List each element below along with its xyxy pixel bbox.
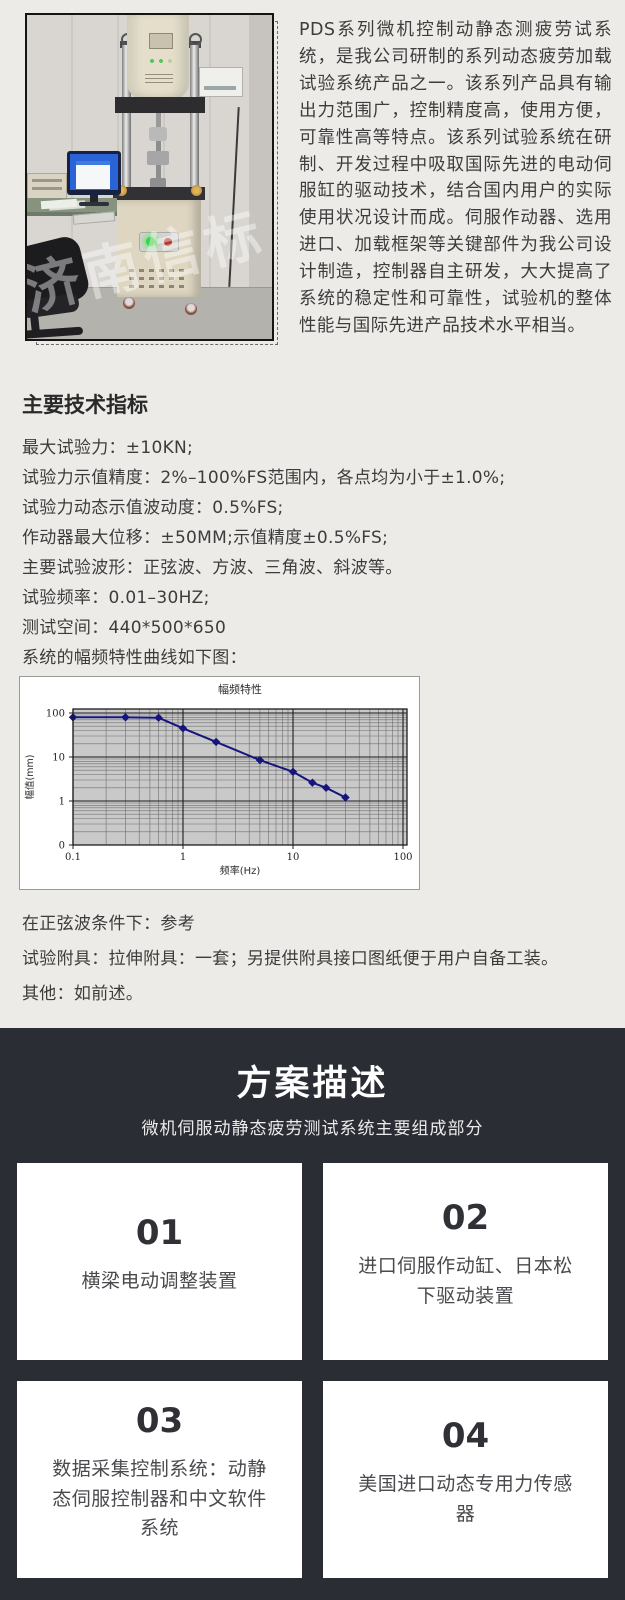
machine-coupler — [149, 127, 167, 141]
machine-rod — [156, 141, 161, 151]
machine-crosshead — [115, 97, 205, 113]
plan-card-03: 03 数据采集控制系统：动静态伺服控制器和中文软件系统 — [17, 1381, 302, 1578]
red-button — [164, 238, 172, 246]
svg-text:频率(Hz): 频率(Hz) — [220, 864, 261, 877]
machine-column — [190, 45, 199, 191]
note-line: 在正弦波条件下：参考 — [22, 914, 195, 934]
green-indicator — [146, 237, 155, 246]
machine-worktable — [113, 187, 205, 200]
frequency-response-chart: 100 10 1 0 0.1 1 10 100 幅频特性 频率(Hz) 幅值(mm) — [19, 676, 420, 890]
plan-section: 方案描述 微机伺服动静态疲劳测试系统主要组成部分 01 横梁电动调整装置 02 … — [0, 1028, 625, 1600]
spec-item: 作动器最大位移：±50MM;示值精度±0.5%FS; — [22, 528, 389, 548]
card-text: 进口伺服作动缸、日本松下驱动装置 — [358, 1255, 573, 1307]
product-intro-section: 济南信标 PDS系列微机控制动静态测疲劳试系统，是我公司研制的系列动态疲劳加载试… — [0, 0, 625, 1012]
svg-text:1: 1 — [180, 852, 186, 863]
spec-item: 试验频率：0.01–30HZ; — [22, 588, 210, 608]
machine-load-cell — [147, 151, 169, 165]
spec-item: 系统的幅频特性曲线如下图： — [22, 648, 247, 668]
product-photo: 济南信标 — [25, 13, 278, 349]
machine-rod — [156, 165, 161, 178]
card-text: 数据采集控制系统：动静态伺服控制器和中文软件系统 — [52, 1458, 267, 1540]
hero-row: 济南信标 PDS系列微机控制动静态测疲劳试系统，是我公司研制的系列动态疲劳加载试… — [0, 0, 625, 349]
machine-upper-housing — [127, 15, 189, 99]
card-number: 01 — [135, 1212, 184, 1253]
monitor-screen — [70, 154, 118, 190]
notes-block: 在正弦波条件下：参考 试验附具：拉伸附具：一套；另提供附具接口图纸便于用户自备工… — [22, 907, 605, 1012]
svg-text:幅频特性: 幅频特性 — [218, 682, 262, 696]
spec-item: 最大试验力：±10KN; — [22, 438, 194, 458]
svg-text:10: 10 — [52, 753, 65, 764]
machine-cabinet — [117, 200, 201, 297]
machine-rod — [156, 113, 161, 129]
plan-card-01: 01 横梁电动调整装置 — [17, 1163, 302, 1360]
svg-text:100: 100 — [393, 852, 412, 863]
svg-text:1: 1 — [59, 797, 65, 808]
computer-monitor — [67, 151, 121, 206]
photo-wall-right — [249, 15, 272, 287]
machine-foot — [123, 297, 135, 309]
plan-card-02: 02 进口伺服作动缸、日本松下驱动装置 — [323, 1163, 608, 1360]
specs-heading: 主要技术指标 — [22, 393, 148, 417]
photo-electrical-box — [199, 67, 243, 97]
spec-item: 试验力示值精度：2%–100%FS范围内，各点均为小于±1.0%; — [22, 468, 506, 488]
svg-text:10: 10 — [287, 852, 300, 863]
machine-nut — [191, 185, 202, 196]
specs-block: 主要技术指标 最大试验力：±10KN; 试验力示值精度：2%–100%FS范围内… — [22, 389, 605, 673]
machine-nut — [116, 185, 127, 196]
plan-title: 方案描述 — [236, 1064, 389, 1104]
spec-item: 试验力动态示值波动度：0.5%FS; — [22, 498, 284, 518]
card-text: 横梁电动调整装置 — [81, 1269, 238, 1292]
svg-text:100: 100 — [46, 709, 65, 720]
note-line: 试验附具：拉伸附具：一套；另提供附具接口图纸便于用户自备工装。 — [22, 949, 559, 969]
product-description: PDS系列微机控制动静态测疲劳试系统，是我公司研制的系列动态疲劳加载试验系统产品… — [299, 20, 612, 336]
note-line: 其他：如前述。 — [22, 984, 144, 1004]
svg-text:幅值(mm): 幅值(mm) — [24, 755, 36, 800]
card-text: 美国进口动态专用力传感器 — [358, 1473, 573, 1525]
card-number: 03 — [135, 1401, 184, 1442]
machine-foot — [185, 303, 197, 315]
card-number: 02 — [441, 1198, 490, 1239]
plan-card-04: 04 美国进口动态专用力传感器 — [323, 1381, 608, 1578]
svg-text:0: 0 — [59, 841, 65, 852]
spec-item: 测试空间：440*500*650 — [22, 618, 227, 638]
svg-text:0.1: 0.1 — [65, 852, 81, 863]
plan-subtitle: 微机伺服动静态疲劳测试系统主要组成部分 — [141, 1119, 484, 1139]
spec-item: 主要试验波形：正弦波、方波、三角波、斜波等。 — [22, 558, 403, 578]
machine-photo: 济南信标 — [25, 13, 274, 341]
machine-column — [122, 45, 131, 191]
plan-cards: 01 横梁电动调整装置 02 进口伺服作动缸、日本松下驱动装置 03 数据采集控… — [17, 1163, 608, 1578]
card-number: 04 — [441, 1416, 490, 1457]
